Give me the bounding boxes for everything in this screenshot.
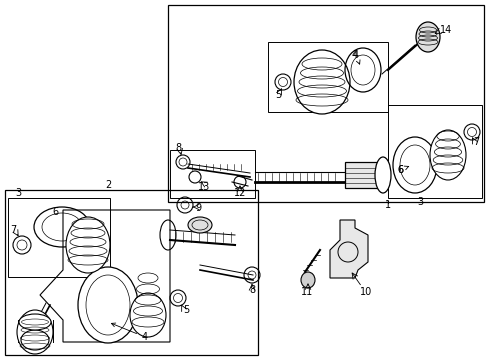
Text: 11: 11	[301, 287, 313, 297]
Ellipse shape	[21, 330, 49, 350]
Text: 8: 8	[248, 285, 255, 295]
Text: 7: 7	[10, 225, 16, 235]
Ellipse shape	[429, 130, 465, 180]
Ellipse shape	[130, 293, 165, 337]
Ellipse shape	[293, 50, 349, 114]
Ellipse shape	[17, 310, 53, 354]
Ellipse shape	[78, 267, 138, 343]
Text: 1: 1	[384, 200, 390, 210]
Text: 5: 5	[183, 305, 189, 315]
Text: 10: 10	[359, 287, 371, 297]
Ellipse shape	[301, 272, 314, 288]
Text: 3: 3	[15, 188, 21, 198]
Text: 4: 4	[351, 50, 357, 60]
Ellipse shape	[19, 314, 51, 330]
Text: 14: 14	[439, 25, 451, 35]
Text: 2: 2	[104, 180, 111, 190]
Text: 12: 12	[233, 188, 245, 198]
FancyBboxPatch shape	[345, 162, 377, 188]
Text: 4: 4	[111, 323, 148, 342]
Text: 6: 6	[396, 165, 408, 175]
Polygon shape	[329, 220, 367, 278]
Ellipse shape	[86, 275, 130, 335]
Ellipse shape	[187, 217, 212, 233]
Text: 6: 6	[396, 165, 402, 175]
Ellipse shape	[415, 22, 439, 52]
Text: 8: 8	[175, 143, 181, 153]
Text: 3: 3	[416, 197, 422, 207]
Text: 13: 13	[198, 182, 210, 192]
Text: 9: 9	[195, 203, 201, 213]
Text: 6: 6	[52, 207, 58, 217]
Ellipse shape	[66, 217, 110, 273]
Text: 5: 5	[274, 90, 281, 100]
Ellipse shape	[374, 157, 390, 193]
Text: 4: 4	[352, 50, 359, 64]
Text: 7: 7	[472, 137, 478, 147]
